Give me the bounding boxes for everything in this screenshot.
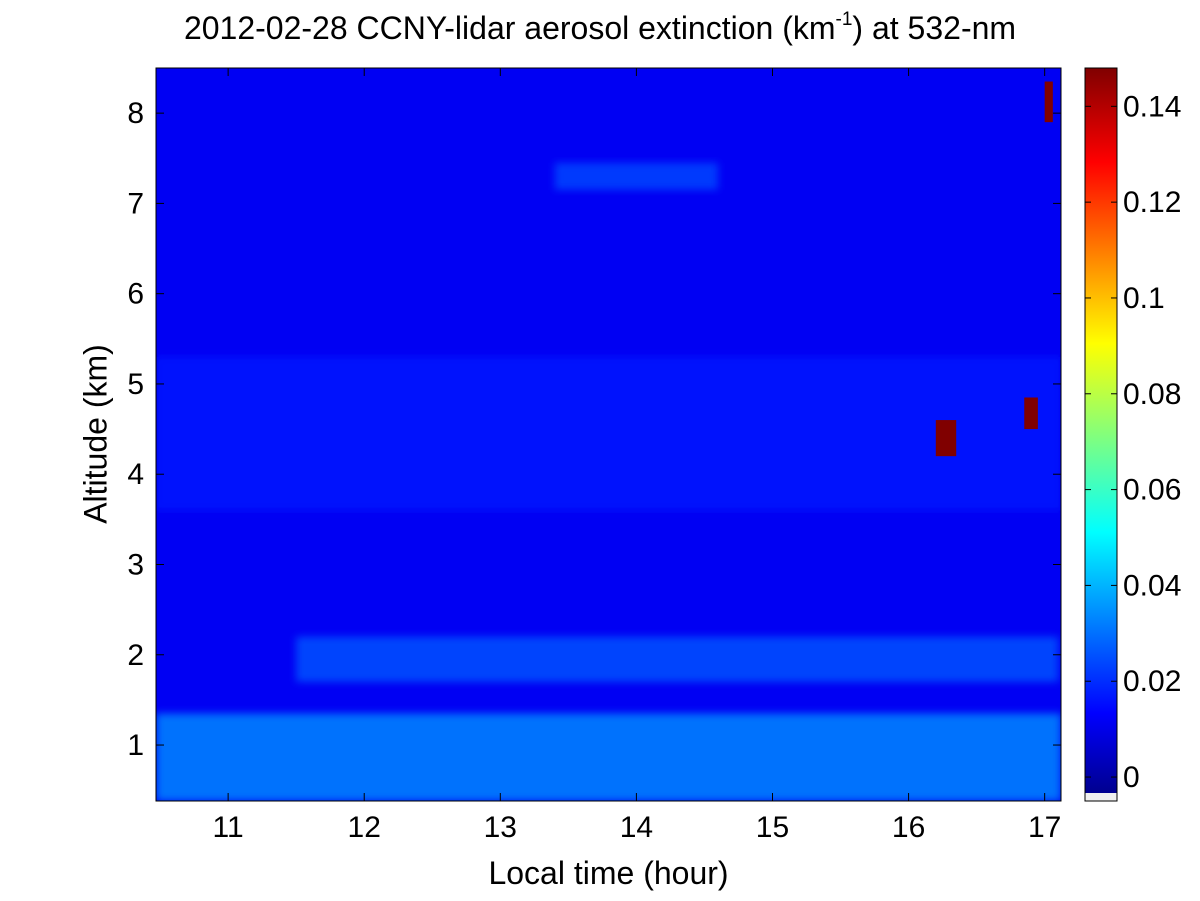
y-tick-label: 4 — [127, 458, 144, 491]
x-tick-label: 17 — [1028, 811, 1061, 844]
y-tick-label: 6 — [127, 278, 144, 311]
x-tick-label: 13 — [484, 811, 517, 844]
y-tick-label: 5 — [127, 368, 144, 401]
chart-title-superscript: -1 — [835, 9, 853, 31]
heatmap-layer-elevated-aerosol-layer-2 — [156, 356, 1061, 511]
y-tick-label: 7 — [127, 187, 144, 220]
x-tick-label: 12 — [348, 811, 381, 844]
heatmap-layer-boundary-layer-aerosol-0 — [156, 713, 1061, 801]
x-tick-label: 15 — [756, 811, 789, 844]
heatmap-layer-cloud-5 — [1024, 397, 1038, 430]
x-axis-label: Local time (hour) — [488, 855, 729, 891]
heatmap-layer-upper-thin-layer-3 — [554, 162, 719, 190]
chart-title-prefix: 2012-02-28 CCNY-lidar aerosol extinction… — [183, 10, 836, 46]
colorbar-tick-label: 0.02 — [1123, 665, 1181, 698]
heatmap-layer-residual-layer-1 — [296, 636, 1059, 682]
colorbar-frame — [1084, 67, 1118, 802]
plot-frame — [155, 67, 1062, 802]
colorbar-tick-label: 0.12 — [1123, 186, 1181, 219]
colorbar-tick-label: 0.06 — [1123, 474, 1181, 507]
y-tick-label: 3 — [127, 548, 144, 581]
x-tick-label: 14 — [620, 811, 653, 844]
chart-title-suffix: ) at 532-nm — [852, 10, 1017, 46]
colorbar-tick-label: 0.04 — [1123, 569, 1181, 602]
heatmap-layer-cloud-6 — [1044, 81, 1053, 123]
y-tick-label: 1 — [127, 729, 144, 762]
y-tick-label: 2 — [127, 639, 144, 672]
chart-title: 2012-02-28 CCNY-lidar aerosol extinction… — [0, 9, 1200, 47]
colorbar-tick-label: 0.1 — [1123, 282, 1165, 315]
colorbar-tick-label: 0.14 — [1123, 90, 1181, 123]
colorbar-gradient — [1085, 68, 1117, 793]
y-axis-label: Altitude (km) — [77, 344, 114, 524]
colorbar-tick-label: 0 — [1123, 761, 1140, 794]
heatmap-layer-cloud-4 — [935, 420, 957, 457]
x-tick-label: 16 — [892, 811, 925, 844]
colorbar-below-range — [1085, 793, 1117, 801]
x-tick-label: 11 — [213, 811, 244, 844]
colorbar-tick-label: 0.08 — [1123, 378, 1181, 411]
y-tick-label: 8 — [127, 97, 144, 130]
